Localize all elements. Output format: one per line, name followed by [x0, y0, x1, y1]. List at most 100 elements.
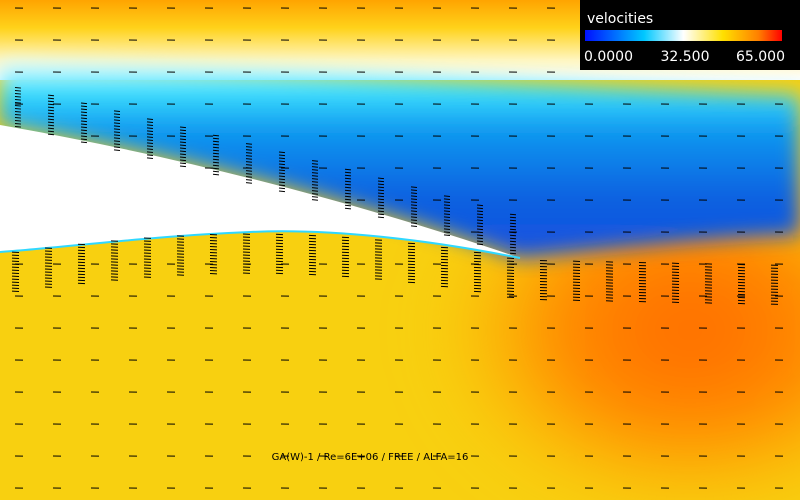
- vector: [311, 181, 319, 183]
- vector: [311, 172, 319, 174]
- vector: [410, 201, 418, 204]
- vector: [14, 101, 22, 104]
- vector: [278, 184, 286, 187]
- caption: GA(W)-1 / Re=6E+06 / FREE / ALFA=16: [272, 452, 469, 463]
- vector: [14, 119, 22, 122]
- vector: [344, 207, 352, 210]
- vector: [47, 106, 55, 109]
- vector: [47, 103, 55, 106]
- vector: [14, 104, 22, 107]
- vector: [443, 207, 451, 209]
- vector: [443, 204, 451, 206]
- vector: [443, 201, 451, 203]
- vector: [47, 97, 55, 100]
- vector: [245, 143, 253, 145]
- vector: [311, 160, 319, 162]
- vector: [47, 118, 55, 121]
- vector: [377, 198, 385, 201]
- vector: [146, 142, 154, 144]
- vector: [146, 154, 154, 156]
- vector: [278, 190, 286, 193]
- vector: [212, 140, 220, 143]
- vector: [146, 139, 154, 141]
- vector: [443, 198, 451, 200]
- vector: [245, 176, 253, 178]
- vector: [410, 219, 418, 222]
- vector: [179, 135, 187, 138]
- vector: [113, 140, 121, 142]
- vector: [377, 210, 385, 213]
- vector: [476, 231, 484, 234]
- vector: [443, 225, 451, 227]
- vector: [443, 228, 451, 230]
- velocity-vectors: [11, 7, 784, 489]
- vector: [311, 199, 319, 201]
- vector: [14, 107, 22, 110]
- vector: [344, 189, 352, 192]
- vector: [344, 183, 352, 186]
- vector: [344, 198, 352, 201]
- vector: [212, 155, 220, 158]
- vector: [377, 201, 385, 204]
- vector: [14, 98, 22, 101]
- vector: [146, 136, 154, 138]
- vector: [179, 156, 187, 159]
- vector: [311, 178, 319, 180]
- vector: [509, 237, 517, 240]
- vector: [476, 228, 484, 231]
- vector: [80, 135, 88, 138]
- vector: [179, 141, 187, 144]
- vector: [80, 138, 88, 141]
- vector: [476, 243, 484, 246]
- vector: [113, 110, 121, 112]
- vector: [179, 162, 187, 165]
- vector: [212, 164, 220, 167]
- vector: [212, 161, 220, 164]
- vector: [344, 171, 352, 174]
- vector: [14, 110, 22, 113]
- vector: [80, 117, 88, 120]
- vector: [377, 180, 385, 183]
- vector: [80, 105, 88, 108]
- vector: [146, 148, 154, 150]
- vector: [443, 234, 451, 236]
- vector: [146, 118, 154, 120]
- vector: [476, 240, 484, 243]
- legend-label: 0.0000: [584, 49, 633, 65]
- vector: [443, 195, 451, 197]
- vector: [476, 216, 484, 219]
- vector: [245, 155, 253, 157]
- vector: [80, 141, 88, 144]
- vector: [113, 113, 121, 115]
- vector: [146, 157, 154, 159]
- vector: [344, 174, 352, 177]
- vector: [245, 170, 253, 172]
- vector: [377, 192, 385, 195]
- vector: [245, 173, 253, 175]
- vector: [212, 134, 220, 137]
- vector: [212, 137, 220, 140]
- vector: [410, 186, 418, 189]
- vector: [113, 149, 121, 151]
- vector: [311, 193, 319, 195]
- vector: [212, 143, 220, 146]
- vector: [179, 132, 187, 135]
- vector: [80, 114, 88, 117]
- vector: [443, 219, 451, 221]
- legend-label: 32.500: [661, 49, 710, 65]
- vector: [146, 130, 154, 132]
- vector: [344, 177, 352, 180]
- vector: [212, 167, 220, 170]
- vector: [47, 133, 55, 136]
- vector: [311, 169, 319, 171]
- vector: [212, 158, 220, 161]
- vector: [377, 189, 385, 192]
- vector: [245, 164, 253, 166]
- vector: [509, 231, 517, 234]
- vector: [509, 240, 517, 243]
- vector: [80, 123, 88, 126]
- vector: [245, 161, 253, 163]
- vector: [476, 222, 484, 225]
